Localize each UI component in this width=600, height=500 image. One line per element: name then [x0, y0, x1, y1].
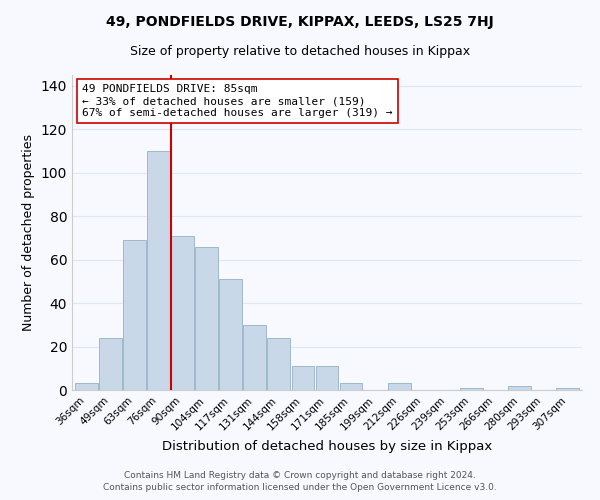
Text: 49, PONDFIELDS DRIVE, KIPPAX, LEEDS, LS25 7HJ: 49, PONDFIELDS DRIVE, KIPPAX, LEEDS, LS2… — [106, 15, 494, 29]
Bar — [292, 366, 314, 390]
Bar — [220, 279, 242, 390]
Bar — [244, 325, 266, 390]
Bar — [508, 386, 531, 390]
Bar — [171, 236, 194, 390]
Bar — [195, 246, 218, 390]
Text: Contains public sector information licensed under the Open Government Licence v3: Contains public sector information licen… — [103, 484, 497, 492]
Bar — [147, 151, 170, 390]
Bar — [316, 366, 338, 390]
Text: Contains HM Land Registry data © Crown copyright and database right 2024.: Contains HM Land Registry data © Crown c… — [124, 471, 476, 480]
Bar — [99, 338, 122, 390]
Bar — [75, 384, 98, 390]
Bar — [268, 338, 290, 390]
X-axis label: Distribution of detached houses by size in Kippax: Distribution of detached houses by size … — [162, 440, 492, 453]
Bar — [123, 240, 146, 390]
Text: 49 PONDFIELDS DRIVE: 85sqm
← 33% of detached houses are smaller (159)
67% of sem: 49 PONDFIELDS DRIVE: 85sqm ← 33% of deta… — [82, 84, 392, 117]
Bar — [388, 384, 410, 390]
Bar — [556, 388, 579, 390]
Text: Size of property relative to detached houses in Kippax: Size of property relative to detached ho… — [130, 45, 470, 58]
Bar — [340, 384, 362, 390]
Bar — [460, 388, 483, 390]
Y-axis label: Number of detached properties: Number of detached properties — [22, 134, 35, 331]
